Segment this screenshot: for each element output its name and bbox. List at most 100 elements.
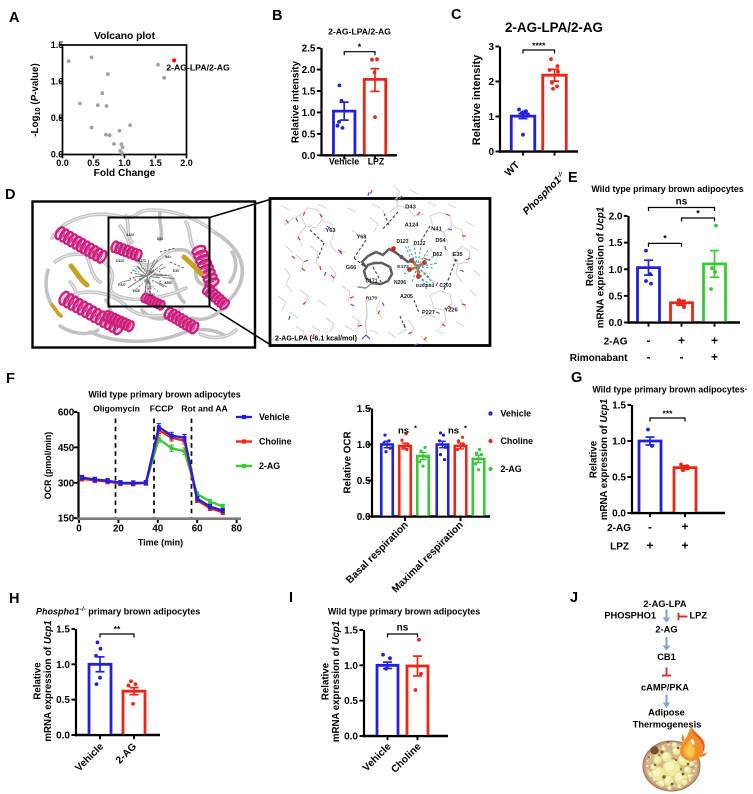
svg-text:0.0: 0.0 [344,732,358,743]
svg-text:0.5: 0.5 [51,113,64,123]
svg-text:D123: D123 [116,259,124,263]
svg-text:1.0: 1.0 [51,77,64,87]
svg-text:2-AG: 2-AG [604,337,628,348]
svg-text:Y63: Y63 [325,228,336,234]
svg-text:0.5: 0.5 [87,158,100,168]
svg-text:N41: N41 [431,227,442,233]
svg-text:2-AG-LPA/2-AG: 2-AG-LPA/2-AG [505,20,603,35]
svg-text:Adipose: Adipose [648,708,685,718]
svg-text:2-AG-LPA (-6.1 kcal/mol): 2-AG-LPA (-6.1 kcal/mol) [275,335,358,343]
svg-text:*: * [464,424,467,433]
svg-text:2-AG-LPA/2-AG: 2-AG-LPA/2-AG [328,27,391,37]
svg-text:P227: P227 [422,310,435,316]
svg-text:Fold Change: Fold Change [94,168,156,179]
svg-text:E35: E35 [173,269,179,273]
svg-text:ns: ns [676,197,688,208]
svg-text:N206: N206 [394,280,406,286]
svg-text:*: * [696,208,700,218]
svg-text:1.0: 1.0 [612,437,626,448]
svg-text:D123: D123 [397,239,409,245]
svg-text:Phospho1-/- primary brown adip: Phospho1-/- primary brown adipocytes [36,606,200,616]
svg-text:Y68: Y68 [357,235,367,241]
svg-text:A124: A124 [405,223,420,229]
svg-text:-: - [680,350,684,364]
svg-text:2: 2 [488,77,494,88]
svg-text:Relative: Relative [33,662,44,700]
svg-text:PHOSPHO1: PHOSPHO1 [604,611,656,621]
svg-text:Wild type primary brown adipoc: Wild type primary brown adipocytes [328,607,480,617]
svg-text:D203: D203 [416,283,428,289]
svg-text:A205: A205 [400,294,413,300]
svg-text:0.5: 0.5 [609,291,623,302]
svg-text:K172: K172 [138,259,146,263]
svg-text:0.0: 0.0 [302,151,316,162]
svg-text:H: H [9,591,19,607]
svg-text:ns: ns [448,426,459,437]
svg-text:0.5: 0.5 [612,473,626,484]
svg-text:300: 300 [58,478,75,489]
svg-text:Relative: Relative [585,248,596,286]
svg-text:Relative intensity: Relative intensity [471,54,483,145]
svg-text:2.0: 2.0 [609,212,623,223]
svg-text:-Log10 (P-value): -Log10 (P-value) [30,63,42,136]
svg-text:mRNA expression of Ucp1: mRNA expression of Ucp1 [599,399,610,520]
svg-text:D43: D43 [405,205,416,211]
svg-text:*: * [663,234,667,244]
svg-text:Rimonabant: Rimonabant [570,353,628,364]
svg-text:2-AG: 2-AG [655,625,677,635]
svg-text:D54: D54 [435,238,446,244]
svg-text:Y226: Y226 [444,308,458,314]
svg-text:1.0: 1.0 [609,265,623,276]
svg-text:0.0: 0.0 [56,158,69,168]
svg-text:0.0: 0.0 [612,509,626,520]
svg-text:Time (min): Time (min) [138,538,183,548]
svg-text:-: - [647,334,651,348]
svg-text:D122: D122 [414,241,426,247]
svg-text:Relative: Relative [321,662,332,700]
svg-text:2.0: 2.0 [302,65,316,76]
svg-text:N41: N41 [165,255,171,259]
svg-text:-: - [648,520,652,534]
svg-text:G: G [571,370,582,386]
svg-text:Choline: Choline [259,437,292,447]
svg-text:Y226: Y226 [132,289,140,293]
svg-text:cAMP/PKA: cAMP/PKA [641,683,689,693]
svg-text:mRNA expression of Ucp1: mRNA expression of Ucp1 [596,207,607,328]
svg-text:Rot and AA: Rot and AA [181,404,227,414]
svg-text:20: 20 [113,523,124,534]
svg-text:1.5: 1.5 [344,625,358,636]
svg-text:1.0: 1.0 [302,108,316,119]
svg-text:P227: P227 [118,283,126,287]
svg-text:I: I [289,590,293,606]
svg-text:G66: G66 [346,265,356,271]
svg-text:E35: E35 [452,252,463,258]
svg-text:0: 0 [488,147,494,158]
svg-text:1.5: 1.5 [612,401,626,412]
svg-text:OCR (pmol/min): OCR (pmol/min) [43,432,53,500]
svg-text:0.0: 0.0 [56,731,70,742]
svg-text:D: D [5,187,15,203]
svg-text:***: *** [663,408,674,418]
svg-text:2-AG: 2-AG [501,464,522,474]
svg-text:1.0: 1.0 [118,158,131,168]
svg-text:+: + [646,539,653,553]
svg-text:*: * [358,42,362,52]
svg-text:Vehicle: Vehicle [259,412,290,422]
svg-text:0.5: 0.5 [357,476,371,487]
svg-text:150: 150 [58,514,75,525]
svg-text:1.0: 1.0 [56,660,70,671]
svg-text:LPZ: LPZ [368,157,385,167]
svg-text:2-AG: 2-AG [259,461,280,471]
svg-text:CB1: CB1 [657,652,676,662]
svg-text:0.0: 0.0 [357,512,371,523]
svg-text:Volcano plot: Volcano plot [94,31,156,42]
svg-text:C: C [451,7,462,23]
svg-text:2-AG-LPA/2-AG: 2-AG-LPA/2-AG [166,63,230,73]
svg-text:0: 0 [76,523,82,534]
svg-text:1.0: 1.0 [357,440,371,451]
svg-text:*: * [414,424,417,433]
svg-text:E: E [568,170,578,186]
svg-text:Thermogenesis: Thermogenesis [633,720,702,730]
svg-text:Wild type primary brown adipoc: Wild type primary brown adipocytes [591,184,743,194]
svg-text:Wild type primary brown adipoc: Wild type primary brown adipocytes [88,390,240,400]
